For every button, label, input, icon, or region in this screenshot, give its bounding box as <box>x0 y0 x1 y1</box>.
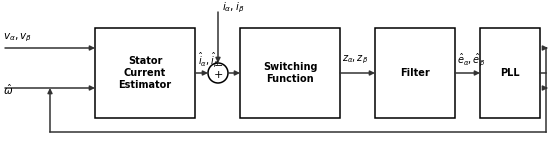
Text: $v_{\alpha}, v_{\beta}$: $v_{\alpha}, v_{\beta}$ <box>3 32 32 44</box>
Text: $\hat{\omega}$: $\hat{\omega}$ <box>3 83 13 97</box>
Text: $i_{\alpha}, i_{\beta}$: $i_{\alpha}, i_{\beta}$ <box>222 1 245 15</box>
Text: Switching
Function: Switching Function <box>263 62 317 84</box>
Text: $\hat{e}_{\alpha}, \hat{e}_{\beta}$: $\hat{e}_{\alpha}, \hat{e}_{\beta}$ <box>457 52 485 68</box>
Text: Filter: Filter <box>400 68 430 78</box>
Text: $\hat{i}_{\alpha}, \hat{i}_{\beta}$: $\hat{i}_{\alpha}, \hat{i}_{\beta}$ <box>198 51 219 69</box>
Text: Stator
Current
Estimator: Stator Current Estimator <box>118 56 172 90</box>
Text: +: + <box>213 70 223 80</box>
Bar <box>480 28 540 118</box>
Bar <box>95 28 195 118</box>
Bar <box>240 28 340 118</box>
Circle shape <box>208 63 228 83</box>
Text: −: − <box>215 61 223 71</box>
Text: $z_{\alpha}, z_{\beta}$: $z_{\alpha}, z_{\beta}$ <box>342 54 368 66</box>
Bar <box>375 28 455 118</box>
Text: PLL: PLL <box>500 68 520 78</box>
